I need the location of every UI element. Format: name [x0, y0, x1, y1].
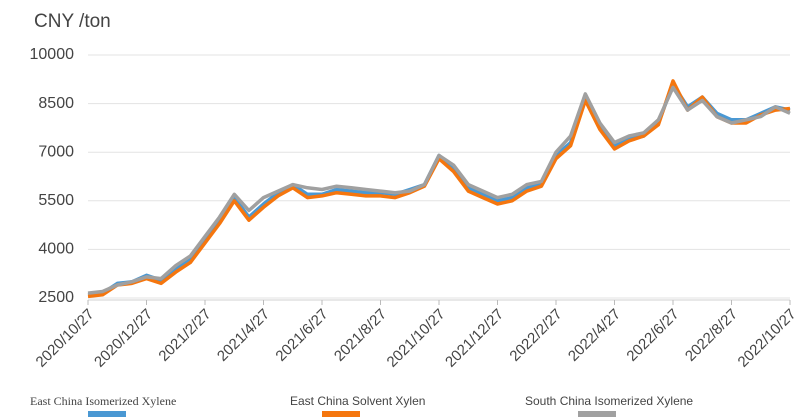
- y-tick-label: 4000: [38, 241, 74, 258]
- legend-label: East China Isomerized Xylene: [30, 394, 176, 408]
- y-tick-label: 5500: [38, 192, 74, 209]
- y-tick-label: 8500: [38, 95, 74, 112]
- x-tick-label: 2022/10/27: [735, 306, 800, 371]
- legend-label: East China Solvent Xylen: [290, 394, 425, 408]
- x-tick-label: 2021/6/27: [272, 306, 331, 365]
- x-tick-label: 2021/4/27: [214, 306, 273, 365]
- x-tick-label: 2021/2/27: [155, 306, 214, 365]
- x-tick-label: 2022/6/27: [623, 306, 682, 365]
- series-line: [87, 82, 791, 297]
- x-tick-label: 2021/10/27: [384, 306, 449, 371]
- y-tick-label: 7000: [38, 143, 74, 160]
- x-tick-label: 2022/2/27: [506, 306, 565, 365]
- legend-swatch: [578, 411, 616, 417]
- unit-label: CNY /ton: [34, 11, 111, 32]
- y-tick-label: 10000: [30, 46, 75, 63]
- series-line: [87, 79, 791, 299]
- x-tick-label: 2021/8/27: [331, 306, 390, 365]
- legend-swatch: [88, 411, 126, 417]
- legend-swatch: [322, 411, 360, 417]
- x-tick-label: 2020/12/27: [91, 306, 156, 371]
- legend-label: South China Isomerized Xylene: [525, 394, 693, 408]
- x-tick-label: 2021/12/27: [442, 306, 507, 371]
- x-tick-label: 2020/10/27: [33, 306, 98, 371]
- y-tick-label: 2500: [38, 289, 74, 306]
- series-line: [87, 85, 791, 295]
- x-tick-label: 2022/4/27: [565, 306, 624, 365]
- x-tick-label: 2022/8/27: [682, 306, 741, 365]
